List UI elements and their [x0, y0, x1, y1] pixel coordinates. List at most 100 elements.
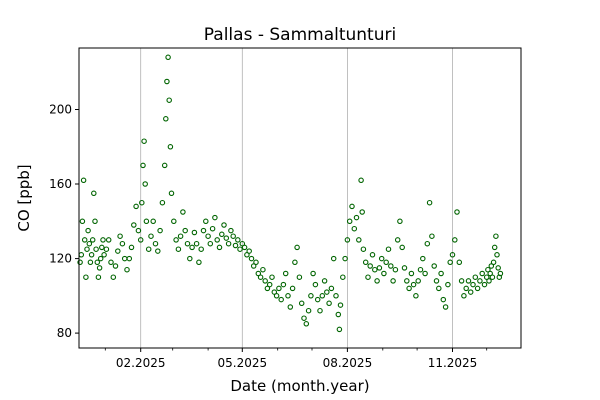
- data-point: [376, 265, 383, 271]
- x-axis-label: Date (month.year): [230, 377, 369, 395]
- data-point: [150, 218, 156, 225]
- data-point: [429, 233, 435, 239]
- data-point: [131, 222, 137, 228]
- data-point: [497, 270, 504, 277]
- data-point: [294, 244, 300, 251]
- data-point: [442, 304, 449, 310]
- y-tick-label: 80: [57, 326, 72, 340]
- data-point: [155, 248, 161, 254]
- data-point: [401, 265, 408, 271]
- data-point: [180, 209, 186, 215]
- data-point: [85, 227, 91, 234]
- data-point: [112, 263, 119, 269]
- data-point: [232, 242, 239, 249]
- y-axis-ticks: 80 120 160 200: [49, 103, 79, 340]
- data-point: [413, 293, 419, 299]
- data-point: [246, 248, 252, 254]
- data-point: [140, 162, 146, 169]
- data-point: [223, 235, 230, 241]
- data-point: [372, 266, 378, 273]
- data-point: [436, 285, 442, 292]
- data-point: [228, 227, 234, 234]
- data-point: [235, 237, 241, 243]
- data-point: [381, 270, 387, 277]
- data-point: [89, 237, 96, 243]
- x-tick-label: 11.2025: [428, 356, 478, 370]
- data-point: [378, 255, 385, 262]
- grid-lines: [140, 48, 453, 348]
- data-point: [369, 252, 376, 258]
- data-point: [165, 54, 171, 61]
- data-point: [93, 246, 99, 252]
- data-point: [333, 293, 339, 299]
- data-point: [360, 246, 367, 252]
- data-point: [100, 237, 106, 243]
- data-point: [431, 263, 437, 269]
- data-point: [433, 278, 440, 284]
- data-point: [305, 307, 312, 314]
- data-point: [337, 302, 344, 308]
- data-point: [148, 233, 154, 239]
- data-point: [182, 227, 188, 234]
- data-point: [216, 244, 223, 251]
- data-point: [86, 240, 93, 247]
- data-point: [353, 214, 360, 221]
- data-point: [171, 218, 177, 225]
- data-point: [225, 240, 232, 247]
- data-point: [266, 281, 273, 288]
- data-point: [406, 285, 412, 292]
- data-point: [301, 315, 307, 321]
- data-point: [285, 293, 291, 299]
- data-point: [264, 285, 271, 292]
- data-point: [135, 227, 142, 234]
- data-point: [292, 259, 298, 266]
- data-point: [139, 199, 145, 206]
- data-point: [87, 259, 94, 266]
- data-point: [203, 218, 209, 225]
- data-point: [103, 246, 110, 252]
- data-point: [489, 274, 496, 280]
- data-point: [177, 233, 184, 239]
- data-point: [187, 255, 193, 262]
- data-point: [456, 259, 463, 266]
- data-point: [351, 225, 358, 232]
- data-point: [491, 244, 498, 251]
- data-point: [115, 248, 121, 254]
- data-point: [260, 266, 266, 273]
- data-point: [326, 300, 332, 307]
- data-point: [404, 278, 410, 284]
- data-point: [95, 274, 102, 280]
- data-point: [461, 293, 467, 299]
- data-point: [356, 237, 362, 243]
- data-point: [241, 244, 248, 251]
- data-point: [399, 244, 405, 251]
- data-point: [189, 244, 195, 251]
- data-point: [269, 274, 275, 280]
- data-point: [92, 218, 98, 225]
- data-point: [317, 307, 323, 314]
- data-point: [485, 266, 491, 273]
- data-point: [78, 252, 85, 258]
- data-point: [96, 265, 103, 271]
- data-point: [374, 278, 380, 284]
- data-point: [388, 263, 394, 269]
- data-point: [94, 259, 101, 266]
- data-point: [447, 259, 453, 266]
- data-point: [200, 227, 207, 234]
- data-point: [336, 326, 343, 333]
- y-tick-label: 120: [49, 252, 72, 266]
- data-point: [124, 266, 130, 273]
- data-point: [196, 259, 202, 266]
- data-point: [289, 285, 296, 292]
- data-point: [314, 296, 321, 303]
- data-point: [495, 265, 501, 271]
- data-point: [303, 321, 310, 327]
- data-point: [449, 252, 456, 258]
- data-point: [420, 255, 426, 262]
- data-point: [472, 274, 479, 280]
- data-point: [126, 255, 133, 262]
- data-point: [319, 293, 326, 299]
- data-point: [467, 289, 474, 295]
- data-point: [121, 255, 128, 262]
